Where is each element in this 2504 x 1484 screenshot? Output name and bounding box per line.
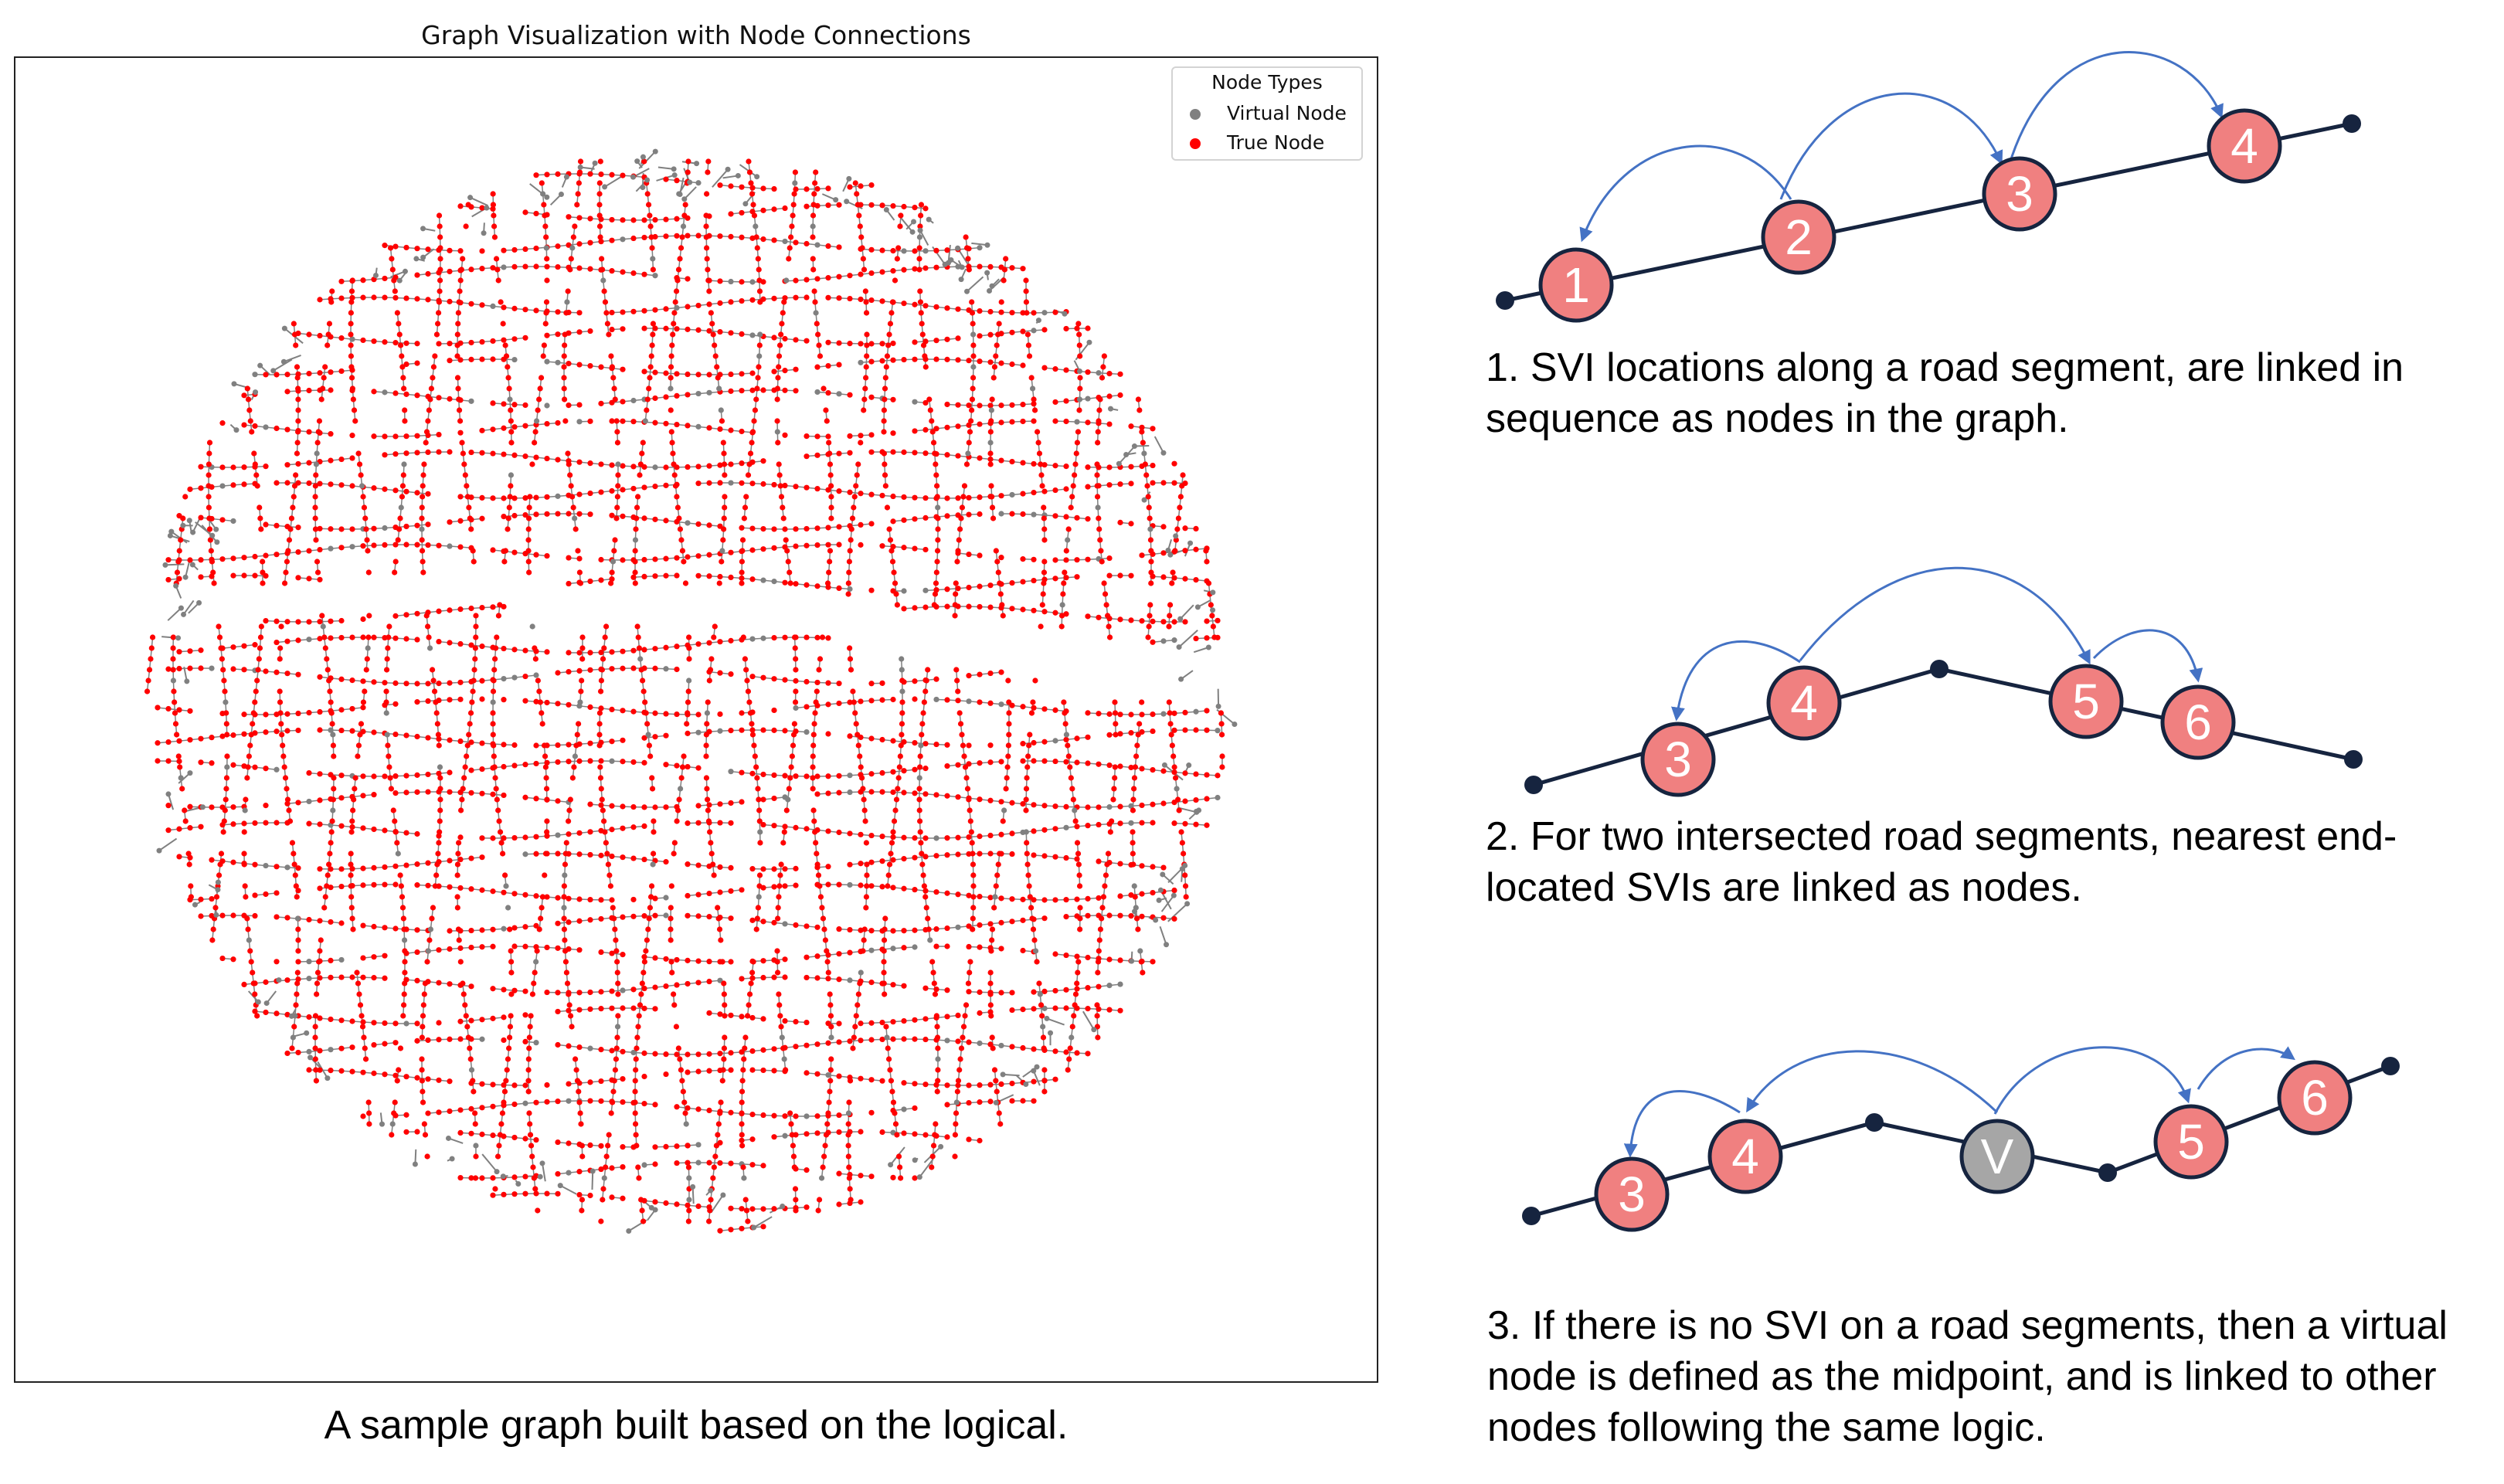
road-endpoint xyxy=(2344,750,2363,769)
svi-node: 3 xyxy=(1640,722,1716,797)
svi-node: 4 xyxy=(1766,665,1842,741)
diagram-3-caption-line-1: 3. If there is no SVI on a road segments… xyxy=(1487,1303,2448,1348)
link-arrow xyxy=(1623,1090,1741,1158)
diagram-1-caption-line-1: 1. SVI locations along a road segment, a… xyxy=(1486,345,2404,390)
svi-node: 5 xyxy=(2153,1104,2229,1180)
svi-node-label: 5 xyxy=(2177,1114,2205,1170)
legend: Node Types Virtual Node True Node xyxy=(1171,66,1363,161)
legend-title: Node Types xyxy=(1211,71,1323,93)
legend-label-virtual: Virtual Node xyxy=(1227,102,1347,124)
legend-marker-virtual xyxy=(1190,109,1201,120)
svi-node: 1 xyxy=(1538,247,1614,323)
link-arrow xyxy=(1799,566,2091,665)
road-endpoint xyxy=(1522,1207,1541,1225)
legend-label-true: True Node xyxy=(1227,131,1325,154)
svi-node: 4 xyxy=(2207,108,2282,184)
svi-node-label: 2 xyxy=(1785,209,1813,265)
road-junction xyxy=(2098,1163,2117,1182)
road-junction xyxy=(1865,1113,1884,1132)
diagram-3: 3 4 V 5 6 xyxy=(1522,1046,2400,1232)
diagram-1: 1 2 3 4 xyxy=(1496,51,2361,323)
road-endpoint xyxy=(1496,291,1514,310)
virtual-node-label: V xyxy=(1981,1129,2014,1184)
diagram-2-caption-line-1: 2. For two intersected road segments, ne… xyxy=(1486,814,2397,859)
graph-nodes xyxy=(144,148,1238,1234)
diagram-1-caption-line-2: sequence as nodes in the graph. xyxy=(1486,396,2069,441)
graph-plot xyxy=(144,148,1238,1234)
svi-node-label: 4 xyxy=(2230,118,2258,174)
svi-node: 3 xyxy=(1594,1156,1670,1232)
diagram-2: 3 4 5 6 xyxy=(1524,566,2363,797)
legend-item-true-node: True Node xyxy=(1190,131,1324,155)
road-endpoint xyxy=(2343,114,2361,133)
svi-node-label: 1 xyxy=(1562,257,1590,313)
svi-node: 2 xyxy=(1761,199,1836,275)
svi-node-label: 5 xyxy=(2072,674,2100,729)
legend-marker-true xyxy=(1190,138,1201,149)
legend-item-virtual-node: Virtual Node xyxy=(1190,102,1347,125)
svi-node-label: 4 xyxy=(1731,1129,1759,1184)
svi-node: 6 xyxy=(2160,684,2236,760)
link-arrow xyxy=(2007,51,2224,167)
svi-node-label: 6 xyxy=(2301,1070,2329,1126)
svi-node: 6 xyxy=(2277,1060,2353,1136)
link-arrow xyxy=(1779,92,2003,200)
svi-node-label: 4 xyxy=(1790,675,1818,731)
link-arrow xyxy=(1993,1046,2191,1115)
road-endpoint xyxy=(2381,1057,2400,1075)
diagram-3-caption-line-3: nodes following the same logic. xyxy=(1487,1405,2046,1450)
link-arrow xyxy=(1746,1050,1999,1114)
plot-caption: A sample graph built based on the logica… xyxy=(324,1403,1069,1448)
diagram-3-caption-line-2: node is defined as the midpoint, and is … xyxy=(1487,1354,2437,1399)
svi-node-label: 3 xyxy=(2006,166,2033,222)
svi-node-label: 3 xyxy=(1664,732,1692,787)
road-endpoint xyxy=(1524,776,1543,794)
link-arrow xyxy=(2197,1046,2295,1090)
link-arrow xyxy=(1671,640,1801,722)
diagram-2-caption-line-2: located SVIs are linked as nodes. xyxy=(1486,865,2082,910)
svi-node: 5 xyxy=(2048,664,2124,739)
svi-node: 3 xyxy=(1982,156,2057,232)
svi-node-label: 6 xyxy=(2184,694,2212,750)
plot-title: Graph Visualization with Node Connection… xyxy=(421,20,971,50)
road-junction xyxy=(1930,660,1948,678)
virtual-node: V xyxy=(1959,1119,2035,1194)
link-arrow xyxy=(1579,144,1792,243)
svi-node-label: 3 xyxy=(1618,1166,1646,1222)
svi-node: 4 xyxy=(1707,1119,1783,1194)
link-arrow xyxy=(2092,629,2203,683)
